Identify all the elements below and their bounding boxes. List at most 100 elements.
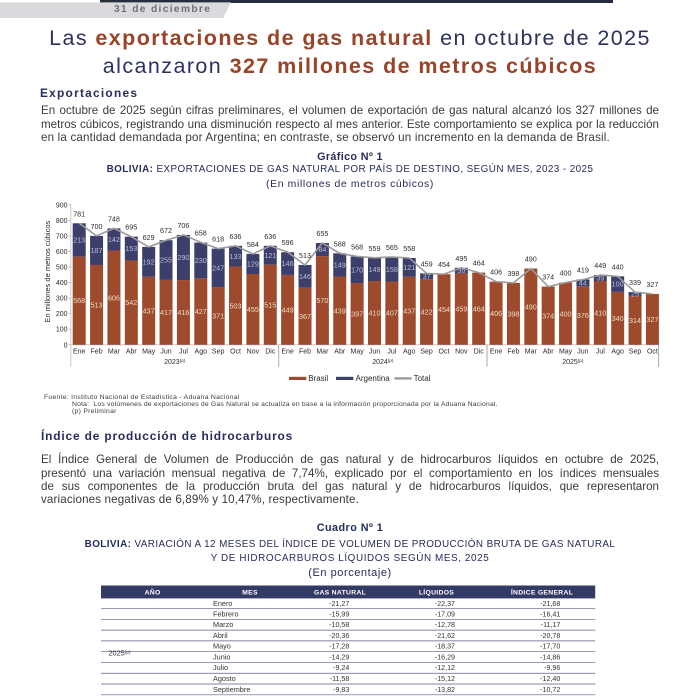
- svg-text:513: 513: [91, 300, 103, 309]
- svg-text:247: 247: [212, 263, 224, 272]
- svg-text:419: 419: [577, 266, 589, 275]
- svg-text:36: 36: [457, 266, 465, 275]
- svg-text:570: 570: [316, 296, 328, 305]
- svg-text:-10,72: -10,72: [540, 686, 560, 694]
- svg-text:255: 255: [160, 256, 172, 265]
- svg-text:44: 44: [579, 278, 587, 287]
- svg-text:900: 900: [56, 202, 68, 209]
- svg-text:340: 340: [612, 314, 624, 323]
- svg-text:Ago: Ago: [403, 349, 416, 356]
- svg-text:464: 464: [473, 259, 485, 268]
- svg-text:-17,09: -17,09: [435, 610, 455, 618]
- svg-text:0: 0: [64, 342, 68, 349]
- svg-text:Ene: Ene: [490, 349, 503, 356]
- svg-text:Dic: Dic: [474, 349, 485, 356]
- svg-text:Junio: Junio: [213, 653, 230, 662]
- svg-text:464: 464: [473, 304, 485, 313]
- svg-text:565: 565: [386, 243, 398, 252]
- svg-text:100: 100: [612, 280, 624, 289]
- svg-text:314: 314: [629, 316, 641, 325]
- svg-text:230: 230: [195, 256, 207, 265]
- svg-text:153: 153: [125, 244, 137, 253]
- svg-text:Mar: Mar: [525, 349, 538, 356]
- svg-text:LÍQUIDOS: LÍQUIDOS: [419, 587, 454, 596]
- svg-text:149: 149: [334, 261, 346, 270]
- svg-text:187: 187: [91, 246, 103, 255]
- svg-text:400: 400: [560, 269, 572, 278]
- svg-text:Brasil: Brasil: [308, 374, 328, 383]
- svg-text:596: 596: [282, 238, 294, 247]
- svg-text:-14,29: -14,29: [329, 654, 349, 662]
- svg-text:-20,36: -20,36: [329, 632, 349, 640]
- svg-text:-15,12: -15,12: [435, 675, 455, 683]
- svg-text:-12,40: -12,40: [540, 675, 560, 683]
- svg-text:213: 213: [73, 235, 85, 244]
- svg-text:Jun: Jun: [577, 349, 588, 356]
- svg-text:440: 440: [612, 262, 624, 271]
- svg-text:-21,27: -21,27: [329, 600, 349, 608]
- svg-text:459: 459: [455, 305, 467, 314]
- svg-text:-10,58: -10,58: [329, 621, 349, 629]
- svg-text:706: 706: [177, 221, 189, 230]
- svg-text:-20,78: -20,78: [540, 632, 560, 640]
- svg-text:May: May: [142, 349, 156, 356]
- svg-text:454: 454: [438, 260, 450, 269]
- svg-text:500: 500: [56, 265, 68, 272]
- svg-text:May: May: [559, 349, 573, 356]
- svg-text:449: 449: [282, 305, 294, 314]
- svg-text:800: 800: [56, 218, 68, 225]
- svg-text:748: 748: [108, 214, 120, 223]
- svg-text:AÑO: AÑO: [145, 587, 161, 596]
- svg-text:397: 397: [351, 310, 363, 319]
- svg-text:Argentina: Argentina: [356, 374, 391, 383]
- svg-text:Ago: Ago: [611, 349, 624, 356]
- svg-text:416: 416: [177, 308, 189, 317]
- svg-text:133: 133: [230, 252, 242, 261]
- svg-text:Total: Total: [414, 374, 431, 383]
- svg-text:406: 406: [490, 309, 502, 318]
- svg-text:700: 700: [56, 233, 68, 240]
- svg-text:410: 410: [368, 309, 380, 318]
- svg-text:En millones de metros cúbicos: En millones de metros cúbicos: [43, 220, 52, 322]
- svg-text:327: 327: [646, 280, 658, 289]
- svg-text:503: 503: [230, 301, 242, 310]
- svg-text:Jun: Jun: [369, 349, 380, 356]
- svg-text:-16,29: -16,29: [435, 654, 455, 662]
- svg-text:584: 584: [247, 240, 259, 249]
- svg-text:Marzo: Marzo: [213, 620, 233, 629]
- svg-text:781: 781: [73, 209, 85, 218]
- svg-text:129: 129: [247, 260, 259, 269]
- svg-text:-22,37: -22,37: [435, 600, 455, 608]
- svg-text:398: 398: [507, 269, 519, 278]
- svg-text:449: 449: [594, 261, 606, 270]
- svg-text:146: 146: [282, 259, 294, 268]
- svg-text:Enero: Enero: [213, 599, 232, 608]
- svg-text:618: 618: [212, 235, 224, 244]
- svg-text:410: 410: [594, 309, 606, 318]
- svg-text:Ago: Ago: [195, 349, 208, 356]
- svg-text:2025(p): 2025(p): [109, 649, 131, 658]
- svg-text:-21,68: -21,68: [540, 600, 560, 608]
- svg-text:Abr: Abr: [334, 349, 346, 356]
- svg-text:149: 149: [368, 265, 380, 274]
- svg-text:439: 439: [334, 306, 346, 315]
- svg-text:-14,86: -14,86: [540, 654, 560, 662]
- svg-text:146: 146: [299, 272, 311, 281]
- svg-text:Jul: Jul: [596, 349, 605, 356]
- svg-text:398: 398: [507, 309, 519, 318]
- svg-text:542: 542: [125, 298, 137, 307]
- svg-text:695: 695: [125, 223, 137, 232]
- svg-text:672: 672: [160, 226, 172, 235]
- svg-text:-18,37: -18,37: [435, 643, 455, 651]
- svg-text:Abr: Abr: [543, 349, 555, 356]
- svg-text:142: 142: [108, 235, 120, 244]
- svg-text:Febrero: Febrero: [213, 609, 239, 618]
- svg-text:374: 374: [542, 273, 554, 282]
- svg-text:-12,12: -12,12: [435, 664, 455, 672]
- svg-text:300: 300: [56, 296, 68, 303]
- svg-text:100: 100: [56, 327, 68, 334]
- svg-text:Feb: Feb: [299, 349, 311, 356]
- svg-text:158: 158: [386, 265, 398, 274]
- svg-text:400: 400: [56, 280, 68, 287]
- svg-text:437: 437: [143, 306, 155, 315]
